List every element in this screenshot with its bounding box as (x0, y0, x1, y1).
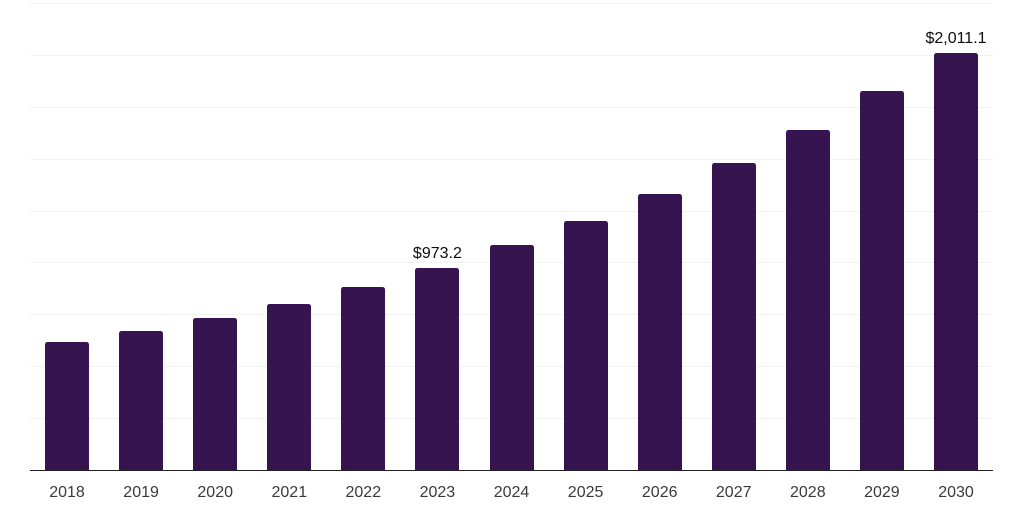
bar-2020 (193, 317, 238, 470)
gridline-1250 (30, 210, 993, 212)
x-tick-label-2024: 2024 (493, 484, 530, 501)
bar-2027 (711, 162, 756, 470)
x-axis-tick-labels: 2018 2019 2020 2021 2022 2023 2024 2025 2026 2027… (30, 483, 993, 505)
x-tick-label-2022: 2022 (345, 484, 382, 501)
bar-2021 (267, 304, 312, 470)
bar-2023 (415, 268, 460, 470)
bar-2030 (934, 52, 978, 470)
x-tick-label-2029: 2029 (864, 484, 900, 501)
bar-2018 (45, 342, 89, 470)
x-tick-label-2018: 2018 (49, 484, 85, 501)
plot-area: $973.2 $2,011.1 (30, 3, 993, 471)
bar-2025 (563, 220, 608, 470)
gridline-1750 (30, 106, 993, 108)
x-tick-label-2025: 2025 (567, 484, 604, 501)
x-axis-line (30, 469, 993, 471)
x-tick-label-2023: 2023 (419, 484, 456, 501)
x-tick-label-2027: 2027 (715, 484, 752, 501)
data-label-2030: $2,011.1 (925, 29, 987, 47)
x-tick-label-2028: 2028 (790, 484, 826, 501)
bar-2019 (119, 330, 164, 470)
bar-2028 (785, 129, 830, 470)
x-tick-label-2030: 2030 (938, 484, 974, 501)
data-label-2023: $973.2 (412, 245, 462, 262)
bar-2024 (489, 244, 534, 470)
x-tick-label-2020: 2020 (197, 484, 233, 501)
gridline-2250 (30, 3, 993, 4)
x-tick-label-2019: 2019 (123, 484, 159, 501)
bar-2022 (341, 287, 386, 470)
x-tick-label-2021: 2021 (271, 484, 308, 501)
gridline-2000 (30, 54, 993, 56)
bar-2029 (859, 91, 904, 470)
x-tick-label-2026: 2026 (641, 484, 678, 501)
bar-2026 (637, 194, 682, 470)
gridline-1500 (30, 158, 993, 160)
